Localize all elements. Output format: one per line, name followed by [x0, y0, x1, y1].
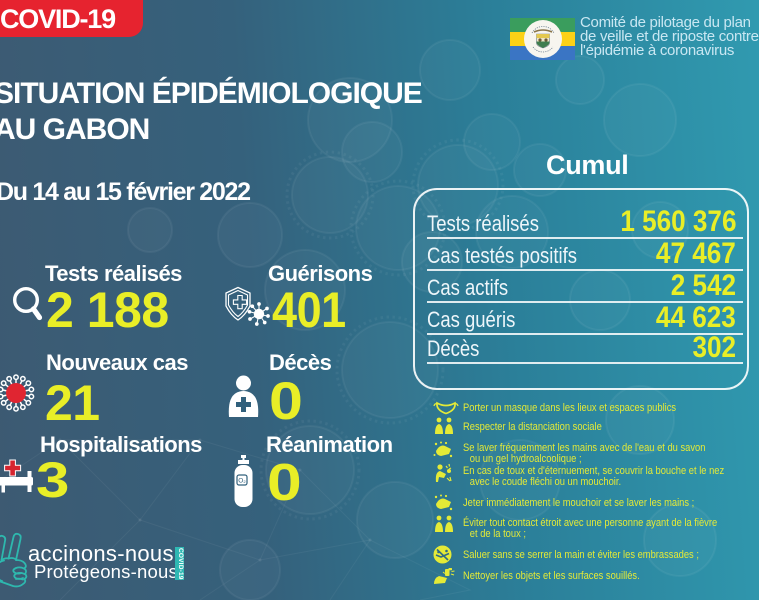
- svg-text:O₂: O₂: [238, 478, 246, 485]
